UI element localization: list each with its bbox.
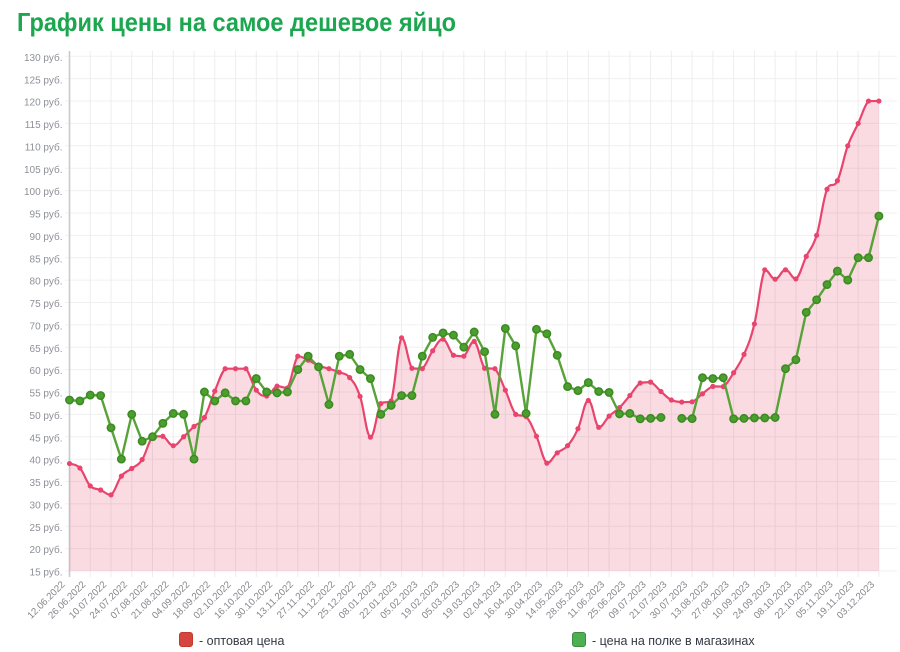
svg-text:20 руб.: 20 руб. bbox=[30, 544, 63, 556]
svg-text:75 руб.: 75 руб. bbox=[30, 298, 63, 310]
svg-text:55 руб.: 55 руб. bbox=[30, 388, 63, 400]
svg-text:105 руб.: 105 руб. bbox=[24, 164, 63, 176]
svg-text:50 руб.: 50 руб. bbox=[30, 410, 63, 422]
svg-text:15 руб.: 15 руб. bbox=[30, 567, 63, 579]
svg-text:30 руб.: 30 руб. bbox=[30, 499, 63, 511]
svg-text:70 руб.: 70 руб. bbox=[30, 320, 63, 332]
svg-text:40 руб.: 40 руб. bbox=[30, 455, 63, 467]
svg-text:35 руб.: 35 руб. bbox=[30, 477, 63, 489]
svg-text:25 руб.: 25 руб. bbox=[30, 522, 63, 534]
svg-text:100 руб.: 100 руб. bbox=[24, 186, 63, 198]
svg-text:115 руб.: 115 руб. bbox=[25, 119, 63, 131]
svg-text:60 руб.: 60 руб. bbox=[30, 365, 63, 377]
svg-text:120 руб.: 120 руб. bbox=[24, 97, 63, 109]
svg-text:110 руб.: 110 руб. bbox=[25, 141, 63, 153]
svg-text:65 руб.: 65 руб. bbox=[30, 343, 63, 355]
svg-text:125 руб.: 125 руб. bbox=[24, 74, 63, 86]
svg-text:85 руб.: 85 руб. bbox=[30, 253, 63, 265]
svg-text:80 руб.: 80 руб. bbox=[30, 276, 63, 288]
svg-text:90 руб.: 90 руб. bbox=[30, 231, 63, 243]
svg-text:130 руб.: 130 руб. bbox=[24, 52, 63, 64]
svg-text:95 руб.: 95 руб. bbox=[30, 209, 63, 221]
svg-text:45 руб.: 45 руб. bbox=[30, 432, 63, 444]
